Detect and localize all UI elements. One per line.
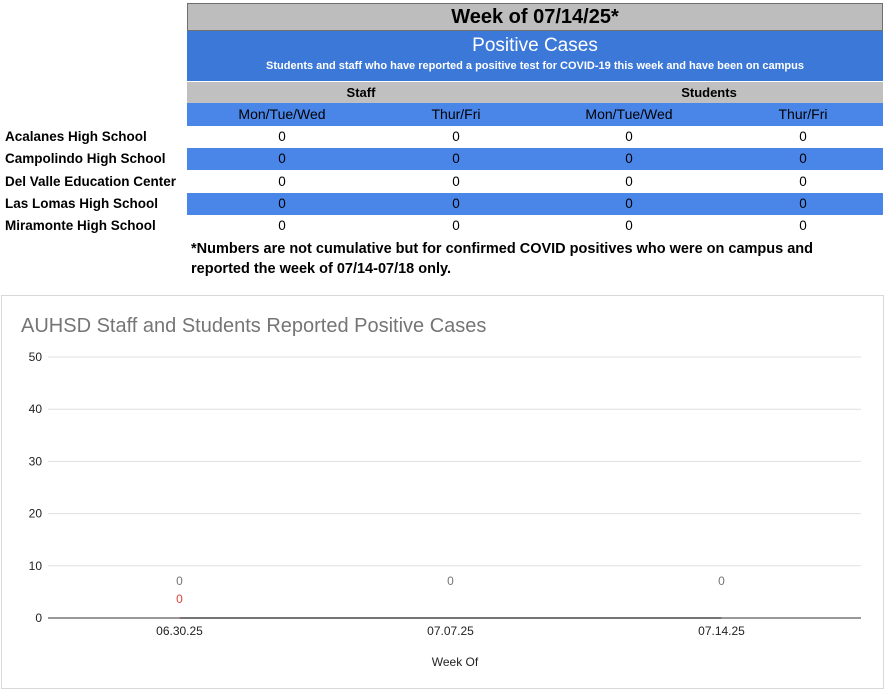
school-name: Acalanes High School: [5, 129, 147, 144]
chart-card: [1, 295, 884, 689]
school-name: Las Lomas High School: [5, 196, 159, 211]
cell-value: 0: [799, 196, 807, 211]
data-label: 0: [176, 574, 183, 588]
data-label: 0: [176, 592, 183, 606]
column-header-row: Mon/Tue/Wed Thur/Fri Mon/Tue/Wed Thur/Fr…: [187, 103, 883, 126]
cell-value: 0: [625, 129, 633, 144]
x-axis-title: Week Of: [432, 655, 479, 669]
school-name: Campolindo High School: [5, 151, 166, 166]
cell-value: 0: [278, 196, 286, 211]
cell-value: 0: [625, 174, 633, 189]
school-name: Miramonte High School: [5, 218, 156, 233]
cell-value: 0: [799, 151, 807, 166]
column-header-staff-thu-fri: Thur/Fri: [431, 106, 481, 122]
cell-value: 0: [278, 151, 286, 166]
cell-value: 0: [452, 174, 460, 189]
cell-value: 0: [452, 151, 460, 166]
data-label: 0: [447, 574, 454, 588]
footnote: *Numbers are not cumulative but for conf…: [191, 241, 814, 277]
cell-value: 0: [452, 196, 460, 211]
cell-value: 0: [278, 218, 286, 233]
cell-value: 0: [278, 174, 286, 189]
table-row: Acalanes High School 0 0 0 0: [0, 126, 885, 148]
cell-value: 0: [452, 218, 460, 233]
chart-title: AUHSD Staff and Students Reported Positi…: [21, 315, 487, 337]
y-tick-label: 10: [29, 559, 43, 573]
y-tick-label: 20: [29, 507, 43, 521]
column-header-students-thu-fri: Thur/Fri: [778, 106, 828, 122]
cell-value: 0: [799, 218, 807, 233]
cell-value: 0: [625, 196, 633, 211]
cell-value: 0: [452, 129, 460, 144]
y-tick-label: 50: [29, 350, 43, 364]
group-header-staff: Staff: [346, 85, 376, 100]
x-tick-label: 06.30.25: [156, 624, 203, 638]
series-point-1: [179, 617, 180, 619]
table-row: Miramonte High School 0 0 0 0: [0, 215, 885, 237]
cell-value: 0: [799, 174, 807, 189]
table-row: Campolindo High School 0 0 0 0: [0, 148, 885, 170]
data-label: 0: [718, 574, 725, 588]
group-header-row: Staff Students: [187, 82, 883, 103]
week-title: Week of 07/14/25*: [187, 3, 883, 31]
table-row: Las Lomas High School 0 0 0 0: [0, 193, 885, 215]
section-title: Positive Cases: [472, 35, 598, 56]
column-header-staff-mon-wed: Mon/Tue/Wed: [238, 106, 326, 122]
y-tick-label: 40: [29, 402, 43, 416]
cell-value: 0: [625, 151, 633, 166]
cell-value: 0: [625, 218, 633, 233]
school-name: Del Valle Education Center: [5, 174, 177, 189]
group-header-students: Students: [681, 85, 737, 100]
cell-value: 0: [278, 129, 286, 144]
x-tick-label: 07.07.25: [427, 624, 474, 638]
section-subtitle: Students and staff who have reported a p…: [266, 60, 804, 72]
section-header: Positive Cases Students and staff who ha…: [187, 31, 883, 81]
x-tick-label: 07.14.25: [698, 624, 745, 638]
table-row: Del Valle Education Center 0 0 0 0: [0, 171, 885, 193]
y-tick-label: 0: [35, 611, 42, 625]
cell-value: 0: [799, 129, 807, 144]
y-tick-label: 30: [29, 454, 43, 468]
column-header-students-mon-wed: Mon/Tue/Wed: [585, 106, 673, 122]
